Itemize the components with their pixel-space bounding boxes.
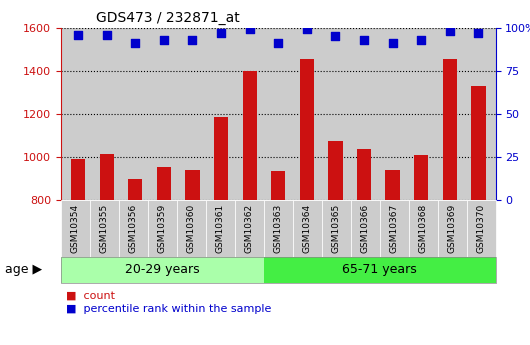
Bar bbox=[471, 86, 485, 200]
Text: 20-29 years: 20-29 years bbox=[125, 264, 200, 276]
Text: GSM10367: GSM10367 bbox=[390, 204, 399, 253]
Text: GSM10370: GSM10370 bbox=[476, 204, 485, 253]
Point bbox=[245, 27, 254, 32]
Bar bbox=[271, 171, 285, 200]
Text: ■  count: ■ count bbox=[66, 290, 115, 300]
Text: GSM10363: GSM10363 bbox=[274, 204, 282, 253]
Bar bbox=[357, 149, 371, 200]
Point bbox=[303, 27, 311, 32]
Bar bbox=[128, 179, 143, 200]
Text: GSM10364: GSM10364 bbox=[303, 204, 312, 253]
Text: GSM10366: GSM10366 bbox=[361, 204, 369, 253]
Point bbox=[474, 30, 483, 36]
Bar bbox=[414, 155, 428, 200]
Text: GSM10356: GSM10356 bbox=[129, 204, 138, 253]
Point bbox=[131, 40, 139, 46]
Bar bbox=[157, 167, 171, 200]
Bar bbox=[214, 117, 228, 200]
Text: ■  percentile rank within the sample: ■ percentile rank within the sample bbox=[66, 304, 271, 314]
Point bbox=[331, 33, 340, 39]
Point bbox=[102, 32, 111, 37]
Text: GSM10360: GSM10360 bbox=[187, 204, 196, 253]
Text: 65-71 years: 65-71 years bbox=[342, 264, 417, 276]
Point bbox=[74, 32, 82, 37]
Point bbox=[188, 37, 197, 42]
Bar bbox=[328, 141, 342, 200]
Point bbox=[360, 37, 368, 42]
Bar bbox=[243, 71, 257, 200]
Point bbox=[417, 37, 426, 42]
Text: GSM10369: GSM10369 bbox=[448, 204, 456, 253]
Text: GSM10365: GSM10365 bbox=[332, 204, 341, 253]
Bar bbox=[385, 170, 400, 200]
Bar bbox=[299, 59, 314, 200]
Text: GDS473 / 232871_at: GDS473 / 232871_at bbox=[96, 11, 240, 25]
Text: GSM10354: GSM10354 bbox=[71, 204, 80, 253]
Point bbox=[388, 40, 397, 46]
Text: GSM10362: GSM10362 bbox=[245, 204, 254, 253]
Point bbox=[217, 30, 225, 36]
Bar bbox=[186, 170, 200, 200]
Bar bbox=[100, 154, 114, 200]
Point bbox=[446, 28, 454, 34]
Bar bbox=[443, 59, 457, 200]
Text: GSM10368: GSM10368 bbox=[419, 204, 428, 253]
Text: GSM10355: GSM10355 bbox=[100, 204, 109, 253]
Bar bbox=[71, 159, 85, 200]
Text: GSM10361: GSM10361 bbox=[216, 204, 225, 253]
Text: age ▶: age ▶ bbox=[5, 264, 42, 276]
Point bbox=[160, 37, 168, 42]
Point bbox=[274, 40, 282, 46]
Text: GSM10359: GSM10359 bbox=[158, 204, 167, 253]
